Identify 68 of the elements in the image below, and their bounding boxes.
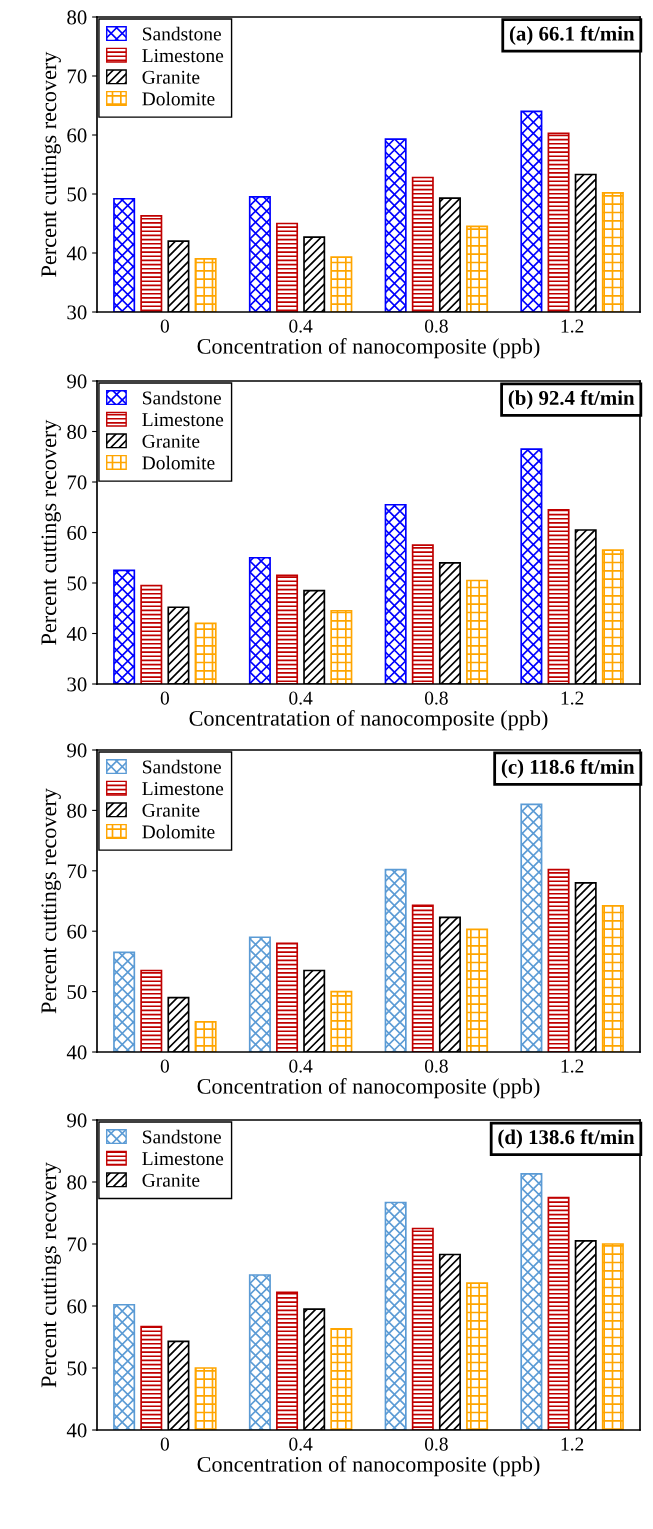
x-tick-label: 0.4 xyxy=(289,319,313,333)
y-axis-title: Percent cuttings recovery xyxy=(41,1162,61,1388)
x-tick-label: 1.2 xyxy=(561,1437,584,1451)
y-tick-label: 50 xyxy=(67,1361,87,1376)
legend-label: Granite xyxy=(142,70,200,84)
legend-label: Granite xyxy=(142,1173,200,1187)
y-tick-label: 50 xyxy=(67,984,87,1000)
y-tick-label: 50 xyxy=(67,576,87,591)
chart-title: (d) 138.6 ft/min xyxy=(498,1129,635,1149)
x-axis-title: Concentratation of nanocomposite (ppb) xyxy=(189,709,548,731)
y-tick-label: 70 xyxy=(67,864,87,879)
y-tick-label: 70 xyxy=(67,1237,87,1252)
legend-label: Dolomite xyxy=(142,91,215,106)
y-tick-label: 60 xyxy=(67,128,87,143)
x-tick-label: 0.8 xyxy=(424,319,448,333)
y-tick-label: 40 xyxy=(66,1423,87,1438)
legend-label: Granite xyxy=(142,434,200,448)
legend-label: Limestone xyxy=(142,782,224,796)
y-tick-label: 80 xyxy=(67,803,87,818)
x-tick-label: 1.2 xyxy=(561,1059,584,1073)
x-tick-label: 0.8 xyxy=(424,1059,448,1073)
y-tick-label: 30 xyxy=(67,305,87,320)
y-axis-title: Percent cuttings recovery xyxy=(41,788,61,1014)
y-tick-label: 80 xyxy=(67,1175,87,1190)
x-tick-label: 0 xyxy=(160,691,169,705)
chart-title: (a) 66.1 ft/min xyxy=(509,25,635,45)
y-tick-label: 50 xyxy=(67,187,87,202)
y-tick-label: 90 xyxy=(67,374,87,389)
y-tick-label: 90 xyxy=(67,743,87,758)
x-tick-label: 1.2 xyxy=(561,691,584,705)
y-tick-label: 30 xyxy=(67,677,87,692)
x-tick-label: 0.4 xyxy=(289,1437,313,1451)
y-tick-label: 80 xyxy=(67,424,87,439)
x-tick-label: 0.8 xyxy=(424,1437,448,1451)
x-tick-label: 0.4 xyxy=(289,691,313,705)
y-tick-label: 80 xyxy=(67,10,87,25)
y-axis-title: Percent cuttings recovery xyxy=(41,51,61,277)
y-tick-label: 40 xyxy=(66,1045,87,1060)
legend-label: Limestone xyxy=(142,49,224,63)
x-axis-title: Concentration of nanocomposite (ppb) xyxy=(197,337,540,359)
x-tick-label: 1.2 xyxy=(561,319,584,333)
legend-label: Dolomite xyxy=(142,455,215,470)
x-tick-label: 0 xyxy=(160,1437,169,1451)
y-tick-label: 40 xyxy=(66,626,87,641)
x-axis-title: Concentration of nanocomposite (ppb) xyxy=(197,1455,540,1477)
y-tick-label: 40 xyxy=(66,246,87,261)
legend-label: Sandstone xyxy=(143,26,221,41)
legend-label: Limestone xyxy=(142,1152,224,1166)
y-tick-label: 70 xyxy=(67,475,87,490)
y-axis-title: Percent cuttings recovery xyxy=(41,419,61,645)
y-tick-label: 60 xyxy=(67,525,87,540)
legend-label: Granite xyxy=(142,803,200,817)
x-tick-label: 0 xyxy=(160,319,169,333)
legend-label: Sandstone xyxy=(143,759,221,774)
x-axis-title: Concentration of nanocomposite (ppb) xyxy=(197,1077,540,1099)
legend-label: Dolomite xyxy=(142,824,215,839)
y-tick-label: 70 xyxy=(67,69,87,84)
x-tick-label: 0 xyxy=(160,1059,169,1073)
legend-label: Sandstone xyxy=(143,1129,221,1144)
chart-title: (c) 118.6 ft/min xyxy=(501,759,635,779)
y-tick-label: 60 xyxy=(67,1299,87,1314)
y-tick-label: 90 xyxy=(67,1113,87,1128)
chart-title: (b) 92.4 ft/min xyxy=(508,390,635,410)
legend-label: Limestone xyxy=(142,413,224,427)
x-tick-label: 0.8 xyxy=(424,691,448,705)
x-tick-label: 0.4 xyxy=(289,1059,313,1073)
legend-label: Sandstone xyxy=(143,390,221,405)
y-tick-label: 60 xyxy=(67,924,87,939)
